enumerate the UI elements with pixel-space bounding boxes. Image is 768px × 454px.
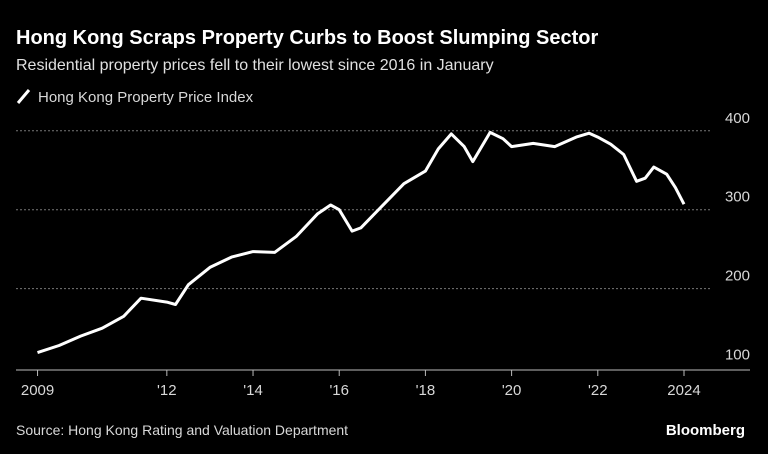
x-tick-label: 2009 [21, 382, 54, 399]
x-tick-label: '14 [243, 382, 263, 399]
x-tick-label: '18 [416, 382, 436, 399]
legend-label: Hong Kong Property Price Index [38, 89, 254, 106]
legend-swatch [16, 89, 31, 104]
x-tick-label: '12 [157, 382, 177, 399]
x-tick-label: 2024 [667, 382, 700, 399]
chart-subtitle: Residential property prices fell to thei… [16, 57, 494, 74]
y-tick-label: 300 [725, 189, 750, 206]
line [37, 130, 686, 355]
source: Source: Hong Kong Rating and Valuation D… [16, 422, 348, 438]
x-tick-label: '22 [588, 382, 608, 399]
x-tick-label: '20 [502, 382, 522, 399]
y-tick-label: 100 [725, 347, 750, 364]
brand: Bloomberg [666, 422, 745, 439]
y-tick-label: 200 [725, 268, 750, 285]
x-tick-label: '16 [329, 382, 349, 399]
chart-title: Hong Kong Scraps Property Curbs to Boost… [16, 27, 598, 49]
y-tick-label: 400 [725, 110, 750, 127]
